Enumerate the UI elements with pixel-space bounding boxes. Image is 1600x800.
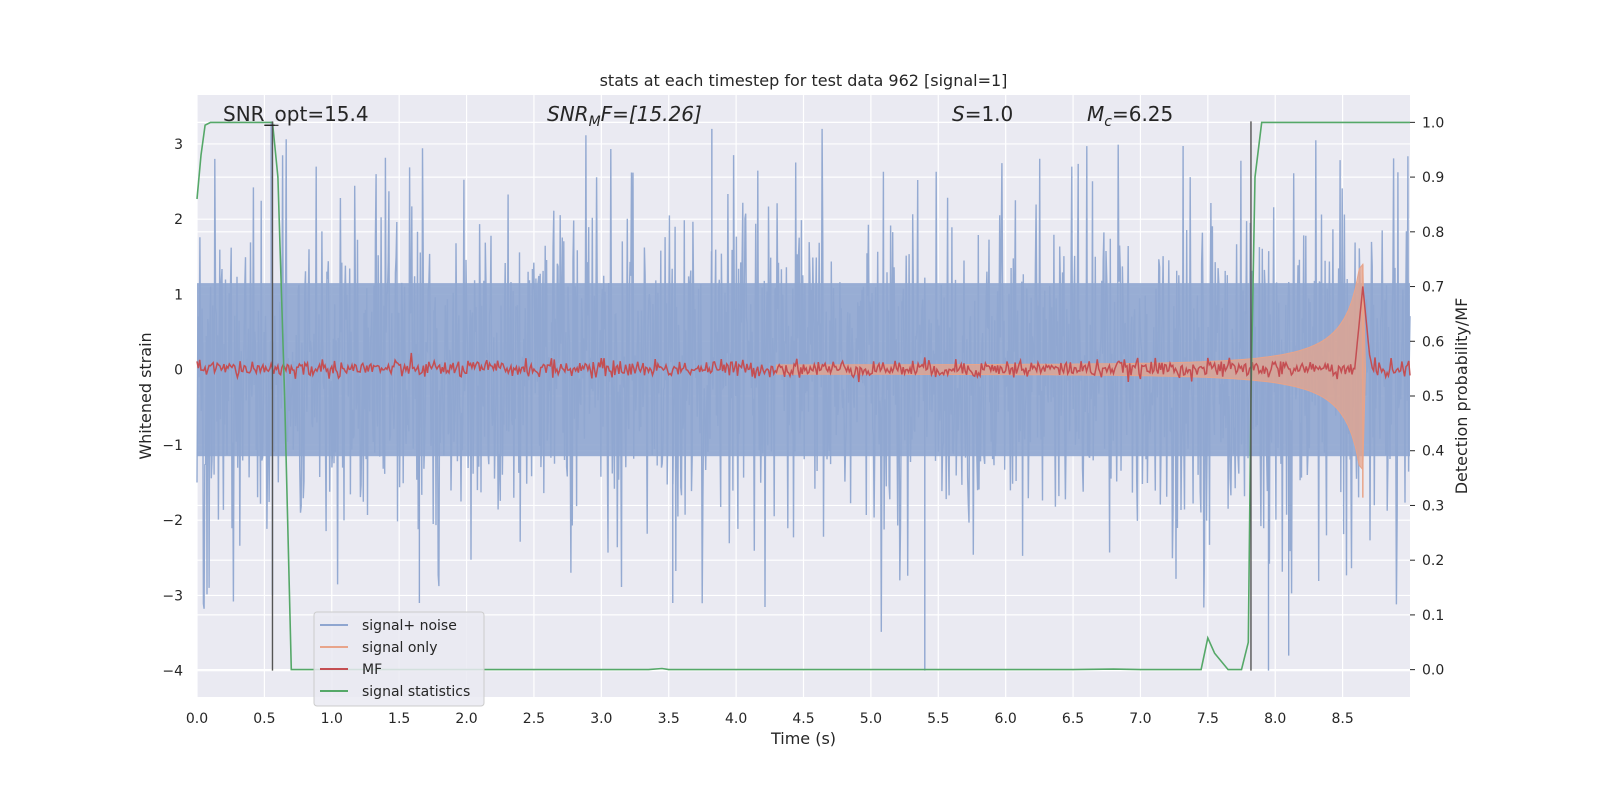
legend-box bbox=[313, 611, 485, 707]
x-tick-label: 6.0 bbox=[995, 711, 1017, 727]
legend-label: signal statistics bbox=[362, 684, 470, 700]
x-tick-label: 8.5 bbox=[1331, 711, 1353, 727]
series-signal-statistics bbox=[196, 121, 1410, 671]
x-axis-ticks: 0.0 0.5 1.0 1.5 2.0 2.5 3.0 3.5 4.0 4.5 5.0 5.5 6.0 6… bbox=[186, 711, 1354, 727]
y-tick-label: −4 bbox=[162, 664, 183, 680]
x-tick-label: 7.0 bbox=[1129, 711, 1151, 727]
event-markers bbox=[266, 121, 1252, 671]
y2-tick-label: 0.1 bbox=[1422, 608, 1444, 624]
y2-tick-label: 0.4 bbox=[1422, 444, 1444, 460]
legend-label: MF bbox=[362, 662, 382, 678]
annotation-snr-opt: SNR_opt=15.4 bbox=[223, 102, 369, 126]
x-axis-label: Time (s) bbox=[770, 729, 836, 748]
y-tick-label: 0 bbox=[174, 363, 183, 379]
legend: signal+ noise signal only MF signal stat… bbox=[313, 611, 485, 707]
plot-area bbox=[196, 121, 1411, 671]
series-mf bbox=[196, 286, 1411, 383]
legend-item: signal statistics bbox=[320, 684, 470, 700]
chart-title: stats at each timestep for test data 962… bbox=[600, 71, 1008, 90]
legend-item: MF bbox=[320, 662, 382, 678]
y2-tick-label: 0.9 bbox=[1422, 170, 1444, 186]
signal-statistics-line bbox=[196, 121, 1410, 671]
annotation-mc: Mc=6.25 bbox=[1087, 102, 1173, 130]
legend-label: signal+ noise bbox=[362, 618, 457, 634]
x-tick-label: 1.0 bbox=[321, 711, 343, 727]
legend-label: signal only bbox=[362, 640, 437, 656]
x-tick-label: 5.0 bbox=[860, 711, 882, 727]
x-tick-label: 3.5 bbox=[658, 711, 680, 727]
y2-tick-label: 0.6 bbox=[1422, 334, 1444, 350]
y-tick-label: −1 bbox=[162, 438, 183, 454]
x-tick-label: 4.5 bbox=[792, 711, 814, 727]
x-tick-label: 3.0 bbox=[590, 711, 612, 727]
y2-tick-label: 0.3 bbox=[1422, 498, 1444, 514]
x-tick-label: 0.0 bbox=[186, 711, 208, 727]
y2-tick-label: 0.2 bbox=[1422, 553, 1444, 569]
y-tick-label: 1 bbox=[174, 287, 183, 303]
y-axis-label: Whitened strain bbox=[136, 332, 155, 459]
y2-axis-label: Detection probability/MF bbox=[1452, 298, 1471, 495]
y2-tick-label: 1.0 bbox=[1422, 115, 1444, 131]
mf-trace bbox=[196, 286, 1411, 383]
annotation-s: S=1.0 bbox=[952, 102, 1013, 126]
y-tick-label: 2 bbox=[174, 212, 183, 228]
x-tick-label: 7.5 bbox=[1197, 711, 1219, 727]
y2-tick-label: 0.0 bbox=[1422, 663, 1444, 679]
legend-item: signal+ noise bbox=[320, 618, 457, 634]
y-tick-label: 3 bbox=[174, 137, 183, 153]
y-tick-label: −3 bbox=[162, 588, 183, 604]
x-tick-label: 1.5 bbox=[388, 711, 410, 727]
x-tick-label: 0.5 bbox=[253, 711, 275, 727]
y-axis-ticks: 3 2 1 0 −1 −2 −3 −4 bbox=[162, 137, 183, 680]
y2-axis-ticks: 1.0 0.9 0.8 0.7 0.6 0.5 0.4 0.3 0.2 0.1 0.0 bbox=[1410, 115, 1444, 679]
x-tick-label: 6.5 bbox=[1062, 711, 1084, 727]
annotation-snr-mf: SNRMF=[15.26] bbox=[547, 102, 702, 130]
y2-tick-label: 0.8 bbox=[1422, 225, 1444, 241]
y2-tick-label: 0.5 bbox=[1422, 389, 1444, 405]
x-tick-label: 2.5 bbox=[523, 711, 545, 727]
y-tick-label: −2 bbox=[162, 513, 183, 529]
x-tick-label: 4.0 bbox=[725, 711, 747, 727]
y2-tick-label: 0.7 bbox=[1422, 280, 1444, 296]
x-tick-label: 8.0 bbox=[1264, 711, 1286, 727]
x-tick-label: 5.5 bbox=[927, 711, 949, 727]
legend-item: signal only bbox=[320, 640, 437, 656]
x-tick-label: 2.0 bbox=[455, 711, 477, 727]
